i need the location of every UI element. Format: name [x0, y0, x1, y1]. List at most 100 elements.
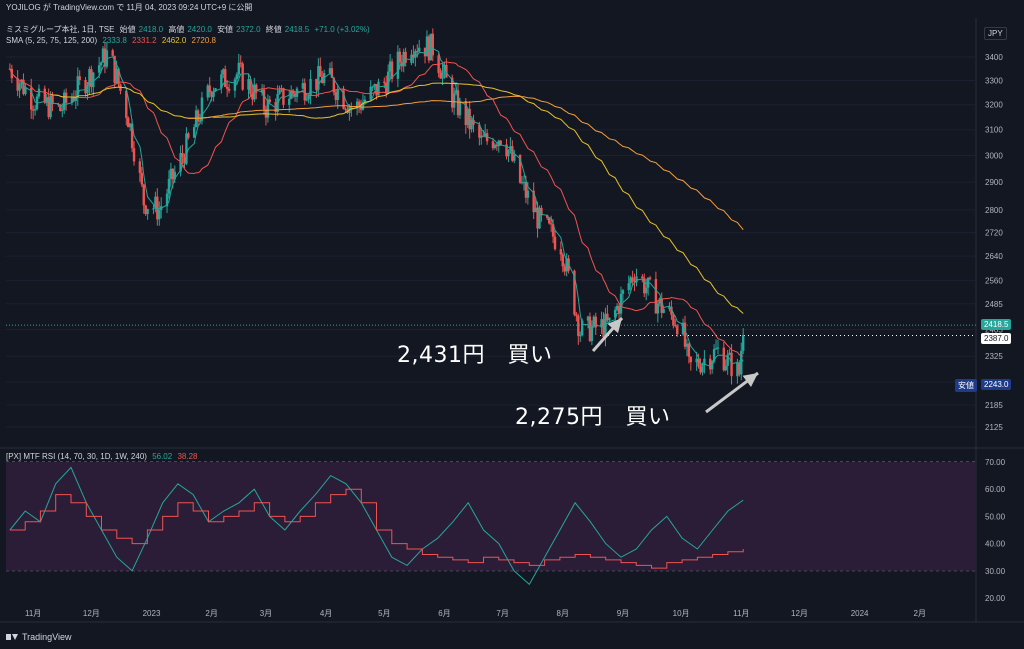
change-value: +71.0 (+3.02%) — [314, 25, 370, 34]
candle-body — [187, 133, 190, 138]
candle-body — [464, 101, 467, 126]
candle-body — [307, 96, 310, 100]
sma-5-line — [9, 46, 744, 367]
rsi-legend[interactable]: [PX] MTF RSI (14, 70, 30, 1D, 1W, 240) 5… — [6, 452, 200, 462]
candle-body — [363, 99, 367, 103]
candle-body — [546, 215, 549, 219]
rsi-line-2 — [9, 488, 744, 569]
candle-body — [608, 317, 611, 321]
candle-body — [613, 309, 617, 318]
candle-body — [288, 98, 291, 105]
candle-body — [260, 89, 264, 93]
sma-legend[interactable]: SMA (5, 25, 75, 125, 200) 2333.8 2331.2 … — [6, 36, 219, 46]
candle-body — [507, 150, 510, 157]
candle-body — [645, 287, 648, 294]
candle-body — [86, 85, 89, 94]
candle-body — [410, 54, 413, 63]
candle-body — [483, 133, 487, 137]
candle-body — [431, 33, 434, 56]
tradingview-logo-icon — [6, 633, 18, 641]
candle-body — [385, 82, 388, 94]
last-price-badge: 2418.5 — [981, 319, 1012, 330]
candle-body — [621, 290, 625, 294]
candle-body — [619, 293, 623, 314]
rsi-tick-label: 20.00 — [985, 594, 1006, 603]
candle-body — [31, 109, 35, 111]
candle-body — [577, 315, 580, 336]
candle-body — [99, 62, 103, 66]
candle-body — [173, 171, 176, 180]
candle-body — [738, 362, 741, 375]
candle-body — [540, 207, 543, 216]
price-tick-label: 2185 — [985, 401, 1003, 410]
candle-body — [132, 148, 136, 162]
candle-body — [699, 366, 702, 373]
candle-body — [452, 93, 456, 108]
candle-body — [480, 135, 483, 138]
candle-body — [224, 69, 227, 87]
candle-body — [497, 140, 500, 147]
candle-body — [549, 223, 553, 225]
sma-75-line — [50, 82, 744, 314]
candle-body — [648, 277, 652, 280]
open-value: 2418.0 — [138, 25, 164, 34]
rsi-tick-label: 70.00 — [985, 458, 1006, 467]
price-tick-label: 3200 — [985, 101, 1003, 110]
candle-body — [441, 70, 444, 79]
candle-body — [70, 97, 74, 103]
candle-body — [266, 99, 270, 118]
annotation-arrows — [591, 317, 759, 414]
candle-body — [522, 181, 526, 183]
candle-body — [416, 51, 419, 53]
candle-body — [559, 249, 563, 255]
candle-body — [301, 83, 305, 89]
currency-button[interactable]: JPY — [984, 27, 1007, 40]
price-tick-label: 2325 — [985, 352, 1003, 361]
candle-body — [144, 205, 147, 215]
candle-body — [30, 87, 33, 110]
candle-body — [72, 97, 76, 101]
candle-body — [295, 88, 299, 97]
candle-body — [633, 280, 636, 283]
candle-body — [181, 153, 184, 158]
candle-body — [396, 51, 400, 79]
candle-body — [328, 68, 332, 74]
candle-body — [658, 298, 661, 304]
time-tick-label: 2024 — [851, 609, 869, 618]
candle-body — [183, 157, 186, 164]
candle-body — [439, 72, 442, 79]
rsi-tick-label: 30.00 — [985, 567, 1006, 576]
candle-body — [495, 144, 499, 147]
price-tick-label: 3300 — [985, 77, 1003, 86]
candle-body — [602, 319, 605, 338]
candle-body — [171, 168, 175, 180]
footer-brand-label: TradingView — [22, 632, 72, 642]
candle-body — [627, 283, 630, 291]
close-label: 終値 — [265, 25, 282, 34]
candle-body — [196, 110, 200, 122]
candle-body — [458, 101, 462, 116]
candle-body — [573, 270, 576, 315]
candle-body — [200, 97, 204, 121]
candle-body — [125, 90, 128, 118]
buy-annotation-2: 2,275円 買い — [515, 405, 671, 430]
candle-body — [276, 93, 279, 112]
candle-body — [117, 68, 120, 85]
candle-body — [551, 224, 555, 237]
time-tick-label: 2月 — [914, 609, 926, 618]
candle-body — [128, 123, 132, 128]
candle-body — [470, 120, 473, 130]
candle-body — [730, 352, 733, 377]
candle-body — [18, 83, 21, 91]
candle-body — [63, 92, 66, 110]
candle-body — [674, 324, 677, 327]
footer-brand[interactable]: TradingView — [6, 632, 72, 642]
candle-body — [472, 120, 475, 125]
time-tick-label: 11月 — [733, 609, 749, 618]
open-label: 始値 — [119, 25, 136, 34]
candle-body — [140, 172, 143, 185]
candle-body — [505, 144, 508, 157]
candle-body — [712, 349, 716, 362]
candlesticks — [8, 28, 745, 385]
